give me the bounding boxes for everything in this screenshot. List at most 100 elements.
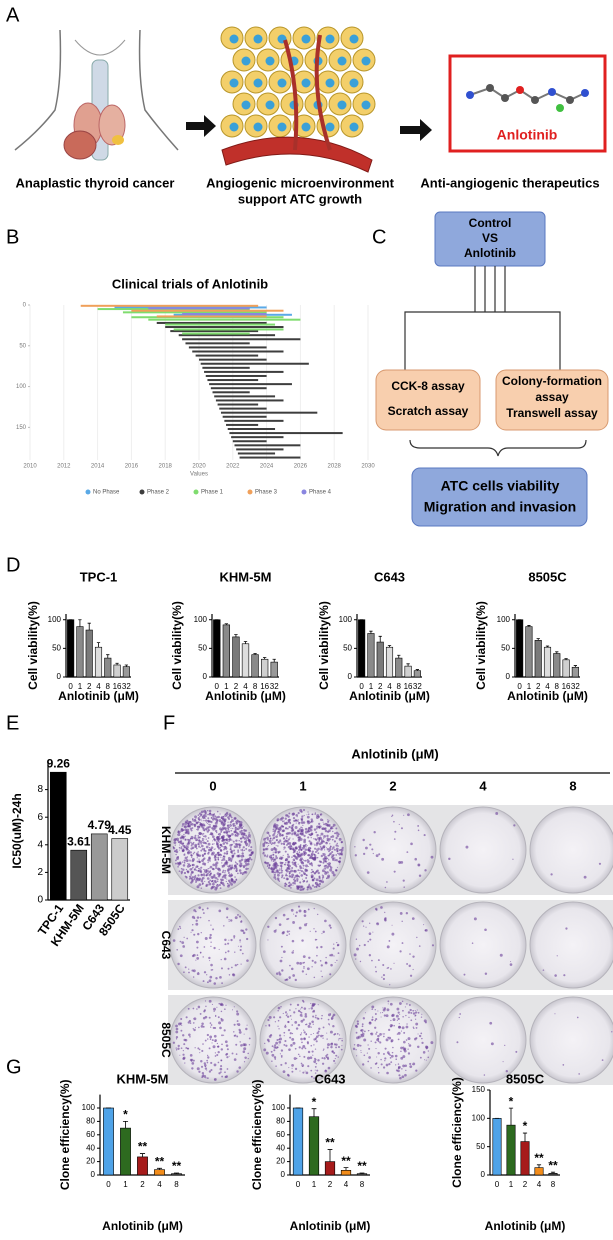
colony <box>314 1065 317 1068</box>
colony <box>408 964 411 968</box>
colony <box>187 825 189 828</box>
column-label: 8 <box>569 778 576 793</box>
colony <box>214 858 217 860</box>
colony <box>316 1017 319 1020</box>
colony <box>377 1066 379 1069</box>
colony <box>306 888 309 891</box>
colony <box>285 862 287 864</box>
colony <box>237 851 240 853</box>
colony <box>281 1056 283 1058</box>
colony <box>216 843 219 846</box>
colony <box>239 1041 241 1043</box>
colony <box>190 874 192 876</box>
colony <box>266 831 270 835</box>
colony <box>201 1022 204 1026</box>
colony <box>288 1067 290 1069</box>
colony <box>190 853 193 857</box>
colony <box>405 1039 408 1041</box>
colony <box>495 812 499 815</box>
colony <box>271 1045 274 1048</box>
column-label: 2 <box>389 778 396 793</box>
colony <box>420 1032 423 1035</box>
colony <box>172 847 176 850</box>
data-label: 3.61 <box>67 834 91 848</box>
trial-bar <box>200 362 309 365</box>
colony <box>301 939 304 942</box>
colony <box>291 1024 294 1026</box>
colony <box>225 880 227 883</box>
colony <box>217 858 220 861</box>
colony <box>311 1011 314 1013</box>
colony <box>275 855 278 858</box>
colony <box>304 923 307 927</box>
y-tick-label: 40 <box>276 1143 285 1152</box>
colony <box>240 858 244 862</box>
colony <box>285 883 288 885</box>
trial-bar <box>188 346 267 349</box>
colony <box>217 837 221 841</box>
colony <box>393 962 395 964</box>
colony <box>335 1054 338 1057</box>
row-label: 8505C <box>159 1022 173 1058</box>
colony <box>298 876 301 878</box>
colony <box>331 1018 333 1020</box>
colony <box>215 841 218 843</box>
colony <box>381 1011 384 1014</box>
colony <box>554 1013 556 1015</box>
colony <box>319 837 321 839</box>
colony <box>318 882 322 886</box>
colony <box>324 827 327 830</box>
colony <box>290 829 294 833</box>
colony <box>303 1055 306 1058</box>
colony <box>235 846 237 849</box>
colony <box>382 1008 386 1012</box>
colony <box>332 830 334 833</box>
y-tick-label: 100 <box>272 1103 286 1112</box>
colony <box>175 1030 179 1034</box>
colony <box>310 837 312 839</box>
colony <box>311 966 313 968</box>
colony <box>299 961 303 965</box>
colony <box>276 1039 279 1042</box>
colony <box>408 1004 411 1006</box>
colony <box>236 1035 239 1038</box>
colony <box>309 828 313 832</box>
colony <box>207 880 210 884</box>
colony <box>326 847 330 851</box>
colony <box>267 1018 270 1022</box>
colony <box>404 1073 407 1077</box>
colony <box>195 821 199 825</box>
colony <box>340 848 344 852</box>
colony <box>484 972 488 975</box>
colony <box>297 885 301 889</box>
colony <box>313 1077 315 1079</box>
colony <box>403 814 405 816</box>
x-tick-label: 1 <box>509 1180 514 1189</box>
colony <box>297 875 300 877</box>
y-tick-label: 50 <box>198 643 207 652</box>
colony <box>299 1013 303 1017</box>
bar <box>137 1156 148 1176</box>
bar <box>367 633 375 678</box>
colony <box>414 857 418 861</box>
colony <box>225 852 229 855</box>
colony <box>400 827 403 830</box>
colony <box>356 1022 360 1026</box>
colony <box>177 962 180 966</box>
colony <box>367 1044 369 1046</box>
colony <box>316 946 319 949</box>
colony <box>316 1069 319 1072</box>
significance-label: ** <box>548 1158 558 1172</box>
colony <box>361 1025 364 1028</box>
colony <box>203 874 205 876</box>
colony <box>231 966 233 969</box>
box-text: Anlotinib <box>464 246 516 260</box>
bar <box>120 1127 131 1176</box>
colony <box>334 961 336 963</box>
bar <box>222 624 231 678</box>
colony <box>236 828 238 830</box>
colony <box>284 1025 287 1028</box>
nucleus <box>325 122 335 132</box>
error-bar <box>508 1107 514 1126</box>
colony <box>312 870 315 873</box>
